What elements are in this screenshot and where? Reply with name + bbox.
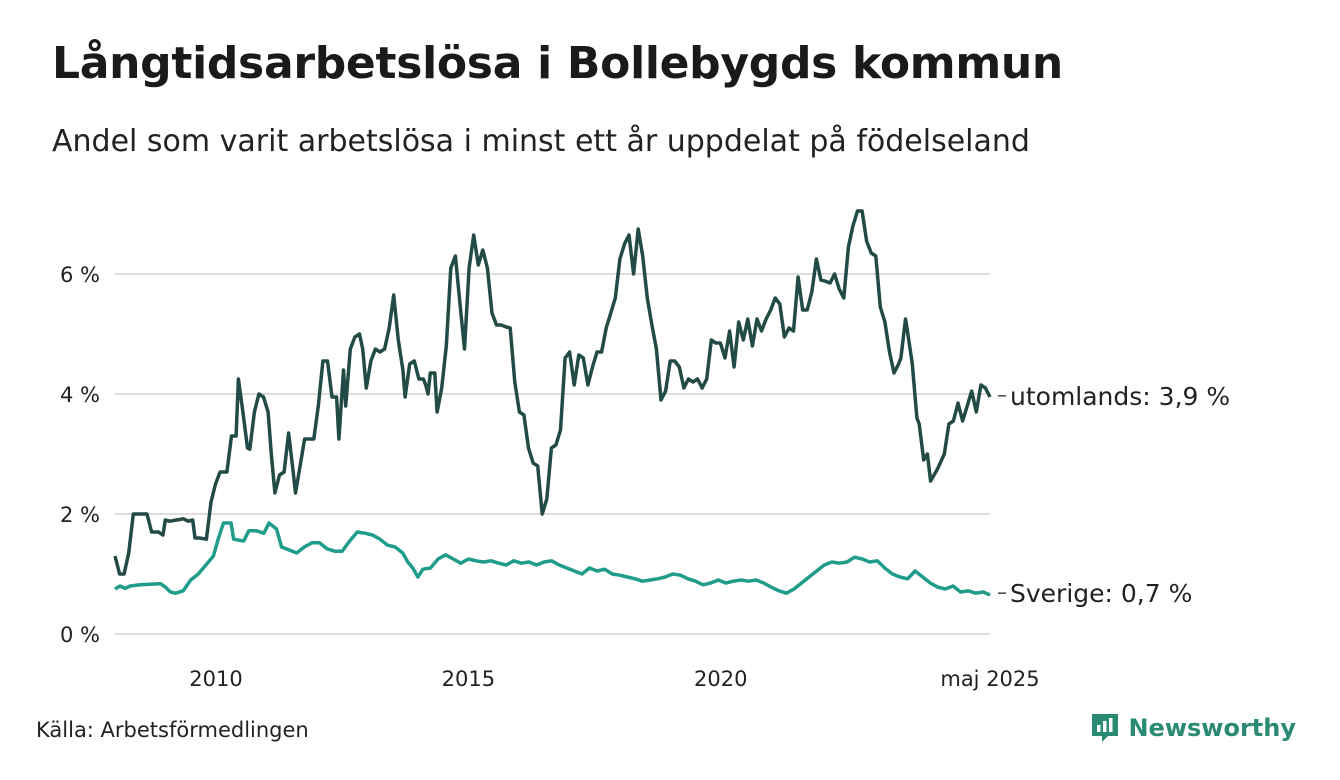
y-axis-ticks: 0 % 2 % 4 % 6 % <box>60 263 100 647</box>
x-tick-label: 2010 <box>189 667 242 691</box>
newsworthy-logo[interactable]: Newsworthy <box>1090 712 1296 744</box>
x-axis-ticks: 2010 2015 2020 maj 2025 <box>189 667 1039 691</box>
grid-lines <box>115 273 990 635</box>
end-label-utomlands: utomlands: 3,9 % <box>1010 382 1230 411</box>
chart-title: Långtidsarbetslösa i Bollebygds kommun <box>52 38 1063 89</box>
y-tick-label: 2 % <box>60 503 100 527</box>
x-tick-label: maj 2025 <box>940 667 1039 691</box>
newsworthy-logo-text: Newsworthy <box>1128 714 1296 742</box>
x-tick-label: 2015 <box>442 667 495 691</box>
series-line-utomlands <box>113 209 992 576</box>
y-tick-label: 0 % <box>60 623 100 647</box>
series-lines <box>113 209 992 597</box>
end-label-sverige: Sverige: 0,7 % <box>1010 579 1192 608</box>
series-end-labels: utomlands: 3,9 % Sverige: 0,7 % <box>998 382 1230 608</box>
series-line-sverige <box>114 521 991 597</box>
x-tick-label: 2020 <box>694 667 747 691</box>
chart-subtitle: Andel som varit arbetslösa i minst ett å… <box>52 124 1030 159</box>
line-chart: 0 % 2 % 4 % 6 % 2010 2015 2020 maj 2025 utomla… <box>60 209 1230 691</box>
y-tick-label: 6 % <box>60 263 100 287</box>
newsworthy-logo-icon <box>1092 714 1119 742</box>
source-note: Källa: Arbetsförmedlingen <box>36 718 309 742</box>
y-tick-label: 4 % <box>60 383 100 407</box>
